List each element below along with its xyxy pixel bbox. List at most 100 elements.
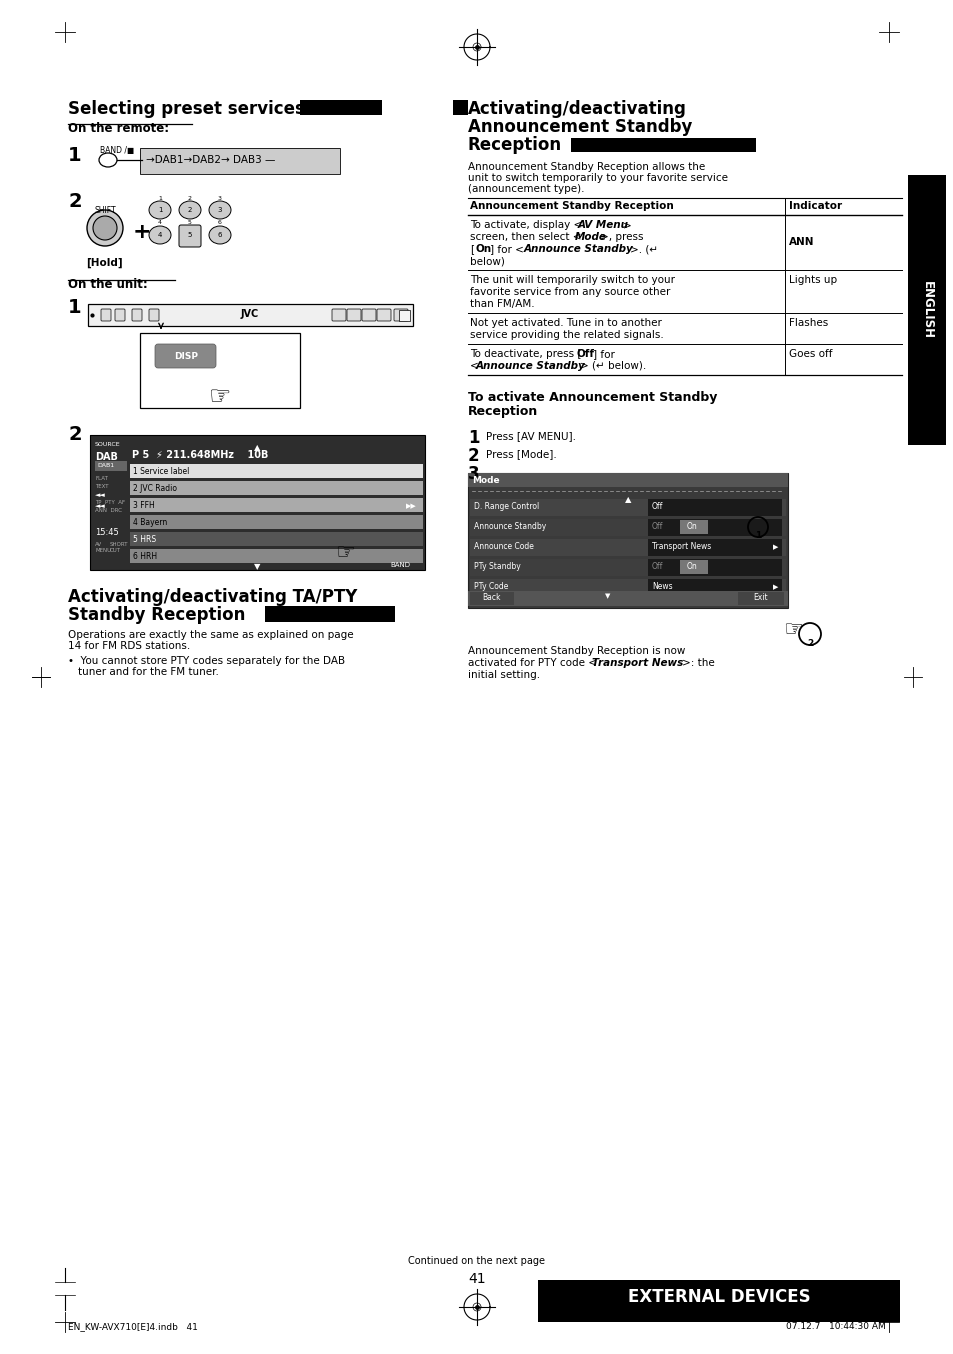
- Bar: [470, 519, 785, 536]
- Text: >, press: >, press: [599, 232, 643, 242]
- Text: SHIFT: SHIFT: [94, 206, 115, 215]
- Bar: [571, 138, 755, 152]
- Bar: [453, 100, 468, 115]
- Text: > (↵ below).: > (↵ below).: [579, 362, 645, 371]
- Bar: [140, 333, 299, 408]
- Text: Selecting preset services: Selecting preset services: [68, 100, 305, 118]
- Bar: [647, 519, 781, 536]
- Bar: [468, 473, 787, 608]
- Text: PTy Code: PTy Code: [474, 582, 508, 590]
- FancyBboxPatch shape: [347, 309, 360, 321]
- Text: SOURCE: SOURCE: [95, 441, 120, 447]
- Bar: [130, 464, 422, 478]
- Text: Back: Back: [482, 593, 500, 603]
- Text: 4: 4: [157, 232, 162, 238]
- Text: ▶: ▶: [773, 584, 778, 590]
- Text: On: On: [686, 562, 697, 571]
- Circle shape: [87, 210, 123, 246]
- Bar: [470, 500, 785, 516]
- Text: 4: 4: [158, 219, 162, 225]
- Text: 1 Service label: 1 Service label: [132, 467, 190, 477]
- Text: 15:45: 15:45: [95, 528, 118, 538]
- Text: 1: 1: [68, 298, 82, 317]
- Text: TP  PTY  AF: TP PTY AF: [95, 500, 125, 505]
- Bar: [647, 580, 781, 596]
- Text: 2: 2: [68, 425, 82, 444]
- Bar: [468, 473, 787, 608]
- Text: Off: Off: [651, 502, 662, 510]
- Text: EXTERNAL DEVICES: EXTERNAL DEVICES: [627, 1288, 809, 1307]
- Text: To activate Announcement Standby: To activate Announcement Standby: [468, 391, 717, 403]
- Text: News: News: [651, 582, 672, 590]
- Text: 2: 2: [68, 192, 82, 211]
- Text: Announcement Standby Reception: Announcement Standby Reception: [470, 200, 673, 211]
- FancyBboxPatch shape: [115, 309, 125, 321]
- Text: FLAT: FLAT: [95, 477, 108, 481]
- Text: Reception: Reception: [468, 405, 537, 418]
- Text: AV: AV: [95, 542, 102, 547]
- Text: ▼: ▼: [604, 593, 610, 598]
- Text: Announce Standby: Announce Standby: [523, 244, 633, 255]
- Text: Mode: Mode: [472, 477, 499, 485]
- FancyBboxPatch shape: [101, 309, 111, 321]
- Text: Standby Reception: Standby Reception: [68, 607, 245, 624]
- Text: tuner and for the FM tuner.: tuner and for the FM tuner.: [78, 668, 218, 677]
- Text: 5: 5: [188, 232, 192, 238]
- Bar: [907, 175, 945, 445]
- Text: Off: Off: [651, 523, 662, 531]
- Bar: [90, 435, 424, 570]
- Bar: [470, 592, 514, 605]
- Bar: [95, 460, 127, 471]
- Text: 5: 5: [188, 219, 192, 225]
- Text: 3: 3: [218, 196, 222, 200]
- Text: ▲: ▲: [624, 496, 631, 504]
- Text: •  You cannot store PTY codes separately for the DAB: • You cannot store PTY codes separately …: [68, 655, 345, 666]
- Text: service providing the related signals.: service providing the related signals.: [470, 330, 663, 340]
- Text: Announce Standby: Announce Standby: [474, 523, 546, 531]
- Bar: [90, 435, 424, 570]
- Text: 3: 3: [217, 207, 222, 213]
- Text: D. Range Control: D. Range Control: [474, 502, 538, 510]
- Bar: [130, 481, 422, 496]
- Text: favorite service from any source other: favorite service from any source other: [470, 287, 670, 297]
- Text: On: On: [476, 244, 492, 255]
- Bar: [537, 1280, 899, 1322]
- Ellipse shape: [179, 200, 201, 219]
- Text: Indicator: Indicator: [788, 200, 841, 211]
- Text: >. (↵: >. (↵: [629, 244, 658, 255]
- Text: Off: Off: [651, 562, 662, 571]
- Text: To activate, display <: To activate, display <: [470, 219, 581, 230]
- FancyBboxPatch shape: [332, 309, 346, 321]
- FancyBboxPatch shape: [179, 225, 201, 246]
- Ellipse shape: [149, 226, 171, 244]
- Bar: [470, 559, 785, 575]
- Text: ☞: ☞: [209, 385, 231, 409]
- Bar: [647, 500, 781, 516]
- Text: ◄◄: ◄◄: [95, 492, 106, 498]
- Text: screen, then select <: screen, then select <: [470, 232, 581, 242]
- Text: DAB: DAB: [95, 452, 118, 462]
- Text: 2 JVC Radio: 2 JVC Radio: [132, 483, 177, 493]
- Text: [: [: [470, 244, 474, 255]
- Text: Not yet activated. Tune in to another: Not yet activated. Tune in to another: [470, 318, 661, 328]
- Bar: [265, 607, 395, 621]
- Text: The unit will temporarily switch to your: The unit will temporarily switch to your: [470, 275, 675, 284]
- Text: ] for <: ] for <: [490, 244, 523, 255]
- Text: Press [Mode].: Press [Mode].: [485, 450, 557, 459]
- Text: Exit: Exit: [753, 593, 767, 603]
- Text: PTy Standby: PTy Standby: [474, 562, 520, 571]
- Text: Announce Standby: Announce Standby: [476, 362, 585, 371]
- Text: SHORT: SHORT: [110, 542, 129, 547]
- Text: DAB1: DAB1: [97, 463, 114, 468]
- Bar: [470, 580, 785, 596]
- FancyBboxPatch shape: [361, 309, 375, 321]
- Text: 2: 2: [188, 196, 192, 200]
- Text: 4 Bayern: 4 Bayern: [132, 519, 167, 527]
- Text: CUT: CUT: [110, 548, 121, 552]
- FancyBboxPatch shape: [154, 344, 215, 368]
- Text: 1: 1: [754, 531, 760, 540]
- Ellipse shape: [209, 226, 231, 244]
- Text: 2: 2: [468, 447, 479, 464]
- Text: 1: 1: [68, 146, 82, 165]
- Text: than FM/AM.: than FM/AM.: [470, 299, 534, 309]
